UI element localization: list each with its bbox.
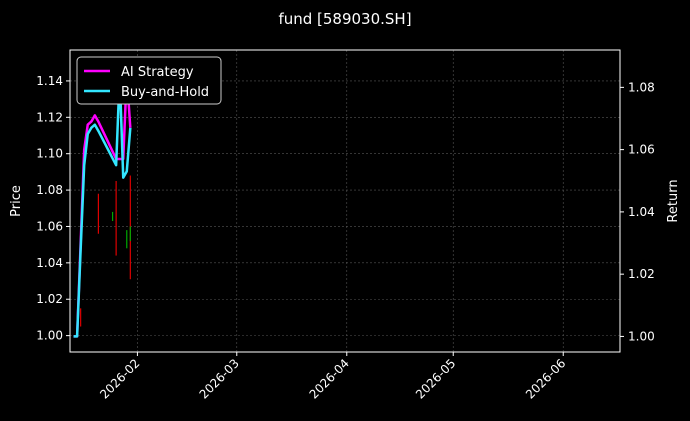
series-line-buy-and-hold (73, 73, 132, 338)
legend: AI Strategy Buy-and-Hold (76, 56, 222, 105)
price-bars-layer (80, 175, 131, 327)
y-right-tick-label: 1.04 (628, 205, 655, 219)
y-left-tick-label: 1.14 (36, 74, 63, 88)
y-left-tick-label: 1.08 (36, 183, 63, 197)
plot-frame (69, 49, 621, 353)
y-left-tick-label: 1.02 (36, 292, 63, 306)
y-axis-left-label: Price (9, 185, 24, 217)
legend-box (76, 56, 222, 105)
y-left-tick-label: 1.12 (36, 110, 63, 124)
y-right-tick-label: 1.06 (628, 143, 655, 157)
y-left-tick-label: 1.06 (36, 219, 63, 233)
y-right-tick-label: 1.08 (628, 80, 655, 94)
y-left-tick-label: 1.10 (36, 147, 63, 161)
y-right-tick-label: 1.02 (628, 267, 655, 281)
series-lines-layer (73, 73, 132, 338)
y-left-tick-label: 1.00 (36, 329, 63, 343)
y-axis-right-label: Return (666, 179, 681, 222)
y-right-tick-label: 1.00 (628, 329, 655, 343)
legend-label-buy-and-hold: Buy-and-Hold (121, 85, 209, 100)
chart-title: fund [589030.SH] (278, 10, 411, 28)
legend-label-ai-strategy: AI Strategy (121, 65, 194, 80)
y-left-tick-label: 1.04 (36, 256, 63, 270)
